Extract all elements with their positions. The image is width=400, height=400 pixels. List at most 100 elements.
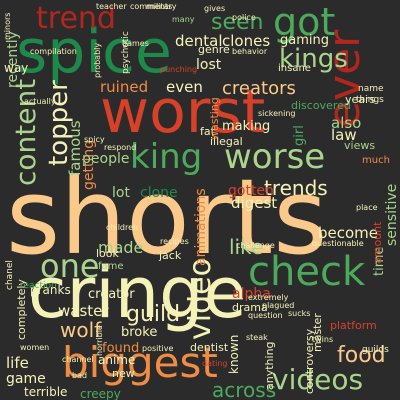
word: question <box>248 311 283 320</box>
word: waster <box>58 302 109 320</box>
word: twins <box>312 335 334 344</box>
word: across <box>212 378 277 400</box>
word: wolf <box>60 318 102 342</box>
word: steak <box>246 333 268 342</box>
word: seen <box>211 10 264 35</box>
word: extremely <box>248 293 289 302</box>
word: wasting <box>208 97 221 140</box>
word: new <box>112 367 135 380</box>
word: spice <box>16 17 172 87</box>
word: videos <box>272 363 364 396</box>
word: views <box>344 139 376 152</box>
word: king <box>130 137 203 177</box>
word: way <box>4 61 29 75</box>
word: anything <box>263 341 276 390</box>
word: reaction <box>20 281 57 291</box>
word: master <box>311 313 324 352</box>
word: one <box>40 247 100 285</box>
word: spicy <box>84 135 105 144</box>
word: things <box>356 95 384 105</box>
word: trends <box>264 176 328 200</box>
word: creepy <box>80 387 121 400</box>
word: girl <box>292 125 307 146</box>
word: teacher <box>96 2 127 11</box>
word: jack <box>159 249 182 262</box>
word: kings <box>279 44 348 74</box>
word: fame <box>98 261 124 272</box>
word: challenge <box>236 241 275 250</box>
word: fat <box>200 125 215 138</box>
word: actually <box>24 97 56 106</box>
word: clones <box>222 32 271 50</box>
word: anime <box>98 353 136 367</box>
word: made <box>98 238 144 257</box>
word: platform <box>330 319 377 332</box>
word: look <box>96 247 119 260</box>
word: women <box>20 343 50 352</box>
word: probably <box>93 42 102 78</box>
word: game <box>6 371 46 387</box>
word: gotten <box>228 183 274 199</box>
word: pranks <box>30 283 71 297</box>
word: children <box>106 223 139 232</box>
word: games <box>122 39 149 48</box>
word: also <box>331 114 362 132</box>
word: plagued <box>262 301 295 310</box>
word: name <box>358 84 384 94</box>
word: gaming <box>280 33 329 48</box>
word: punching <box>160 65 198 74</box>
word: known <box>227 334 241 374</box>
word: law <box>331 126 357 144</box>
word: minors <box>3 12 12 40</box>
word: video <box>183 258 218 340</box>
word: terrible <box>24 385 68 399</box>
word: illegal <box>210 135 243 148</box>
word: sensitive <box>384 183 400 246</box>
word: creators <box>222 78 296 99</box>
word: lot <box>112 185 130 201</box>
word: drama <box>232 301 268 314</box>
word: military <box>146 2 177 11</box>
word: positive <box>142 344 174 353</box>
word: food <box>337 343 386 368</box>
word: recipes <box>160 237 189 246</box>
word: sucks <box>288 309 311 318</box>
word: horrible <box>95 325 104 356</box>
word: animations <box>193 188 209 266</box>
word: dating <box>202 359 228 368</box>
word: gives <box>204 4 226 13</box>
word: making <box>222 119 271 134</box>
word: dentist <box>190 341 229 354</box>
word: comments <box>130 2 173 11</box>
word: worst <box>100 77 266 147</box>
word: found <box>102 341 140 356</box>
word: much <box>362 155 390 166</box>
word: worse <box>224 137 326 177</box>
word: digest <box>231 194 278 212</box>
word: broke <box>121 325 158 340</box>
word: questionable <box>312 239 364 248</box>
word: guild <box>126 302 181 327</box>
word: clone <box>140 185 178 201</box>
word: discovered <box>291 99 351 112</box>
word: lost <box>196 57 222 73</box>
word: chanel <box>5 260 15 290</box>
word: insane <box>278 63 311 74</box>
word: life <box>6 354 29 372</box>
word: behavior <box>232 47 268 56</box>
word: trend <box>36 1 116 36</box>
word: like <box>229 235 264 259</box>
word: many <box>172 15 195 24</box>
word: sickening <box>258 109 296 118</box>
word: got <box>273 0 336 44</box>
word: creator <box>88 287 135 302</box>
word: biggest <box>62 338 218 387</box>
word: check <box>248 249 366 295</box>
word: compilation <box>30 47 77 56</box>
word: alpha <box>232 286 271 302</box>
word: bad <box>72 371 88 380</box>
word: dental <box>175 32 223 50</box>
word: respond <box>104 143 137 152</box>
word: become <box>318 224 379 242</box>
